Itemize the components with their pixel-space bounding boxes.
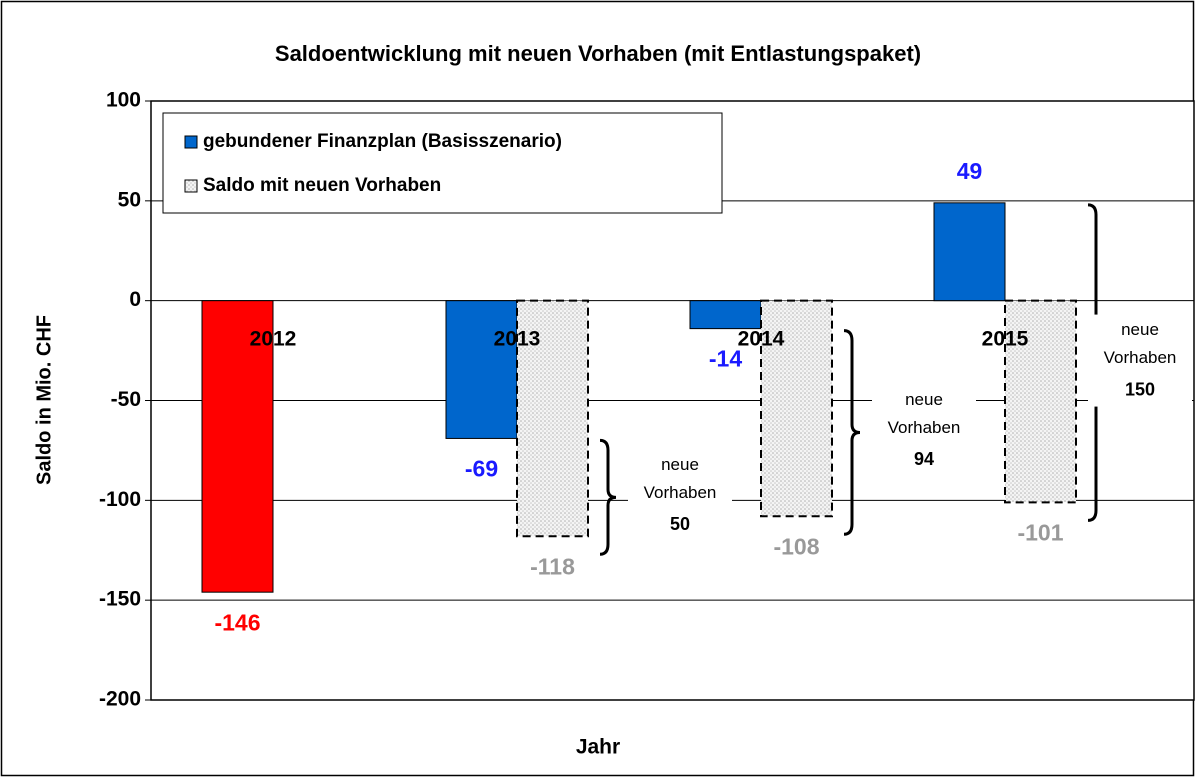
annotation-box: [1088, 314, 1192, 407]
y-tick-label: -100: [99, 488, 141, 511]
y-tick-label: -50: [111, 388, 141, 411]
bar: [933, 202, 1006, 302]
bar: [201, 300, 274, 593]
chart-title: Saldoentwicklung mit neuen Vorhaben (mit…: [275, 41, 921, 66]
legend-label: Saldo mit neuen Vorhaben: [203, 175, 441, 196]
y-tick-label: 0: [129, 288, 141, 311]
y-axis-label: Saldo in Mio. CHF: [33, 315, 55, 485]
bar: [689, 300, 762, 330]
annotation-box: [628, 449, 732, 542]
data-label: -118: [530, 553, 575, 579]
annotation-text: neue: [905, 390, 943, 409]
annotation-text: Vorhaben: [888, 418, 961, 437]
legend-swatch: [184, 135, 198, 149]
bar: [445, 300, 518, 439]
y-tick-label: 50: [118, 188, 141, 211]
legend-label: gebundener Finanzplan (Basisszenario): [203, 131, 562, 152]
x-axis-label: Jahr: [576, 736, 620, 759]
annotation-value: 150: [1125, 379, 1155, 399]
annotation-text: Vorhaben: [644, 483, 717, 502]
bar: [1004, 299, 1077, 504]
bar: [516, 299, 589, 538]
legend-swatch: [184, 179, 198, 193]
annotation-text: Vorhaben: [1104, 348, 1177, 367]
data-label: 49: [957, 158, 983, 184]
annotation-brace: [599, 438, 617, 556]
x-tick-label: 2014: [738, 328, 785, 351]
annotation-text: neue: [1121, 320, 1159, 339]
annotation-value: 94: [914, 449, 934, 469]
annotation-text: neue: [661, 455, 699, 474]
data-label: -69: [465, 456, 498, 482]
data-label: -108: [773, 533, 819, 559]
x-tick-label: 2013: [494, 328, 541, 351]
annotation-brace: [843, 329, 861, 536]
annotation-box: [872, 384, 976, 477]
legend-box: [162, 112, 723, 214]
y-tick-label: -150: [99, 588, 141, 611]
data-label: -14: [709, 346, 742, 372]
data-label: -101: [1017, 519, 1063, 545]
data-label: -146: [214, 609, 260, 635]
annotation-value: 50: [670, 514, 690, 534]
y-tick-label: 100: [106, 89, 141, 112]
x-tick-label: 2015: [982, 328, 1029, 351]
bar: [760, 299, 833, 518]
y-tick-label: -200: [99, 688, 141, 711]
x-tick-label: 2012: [250, 328, 297, 351]
